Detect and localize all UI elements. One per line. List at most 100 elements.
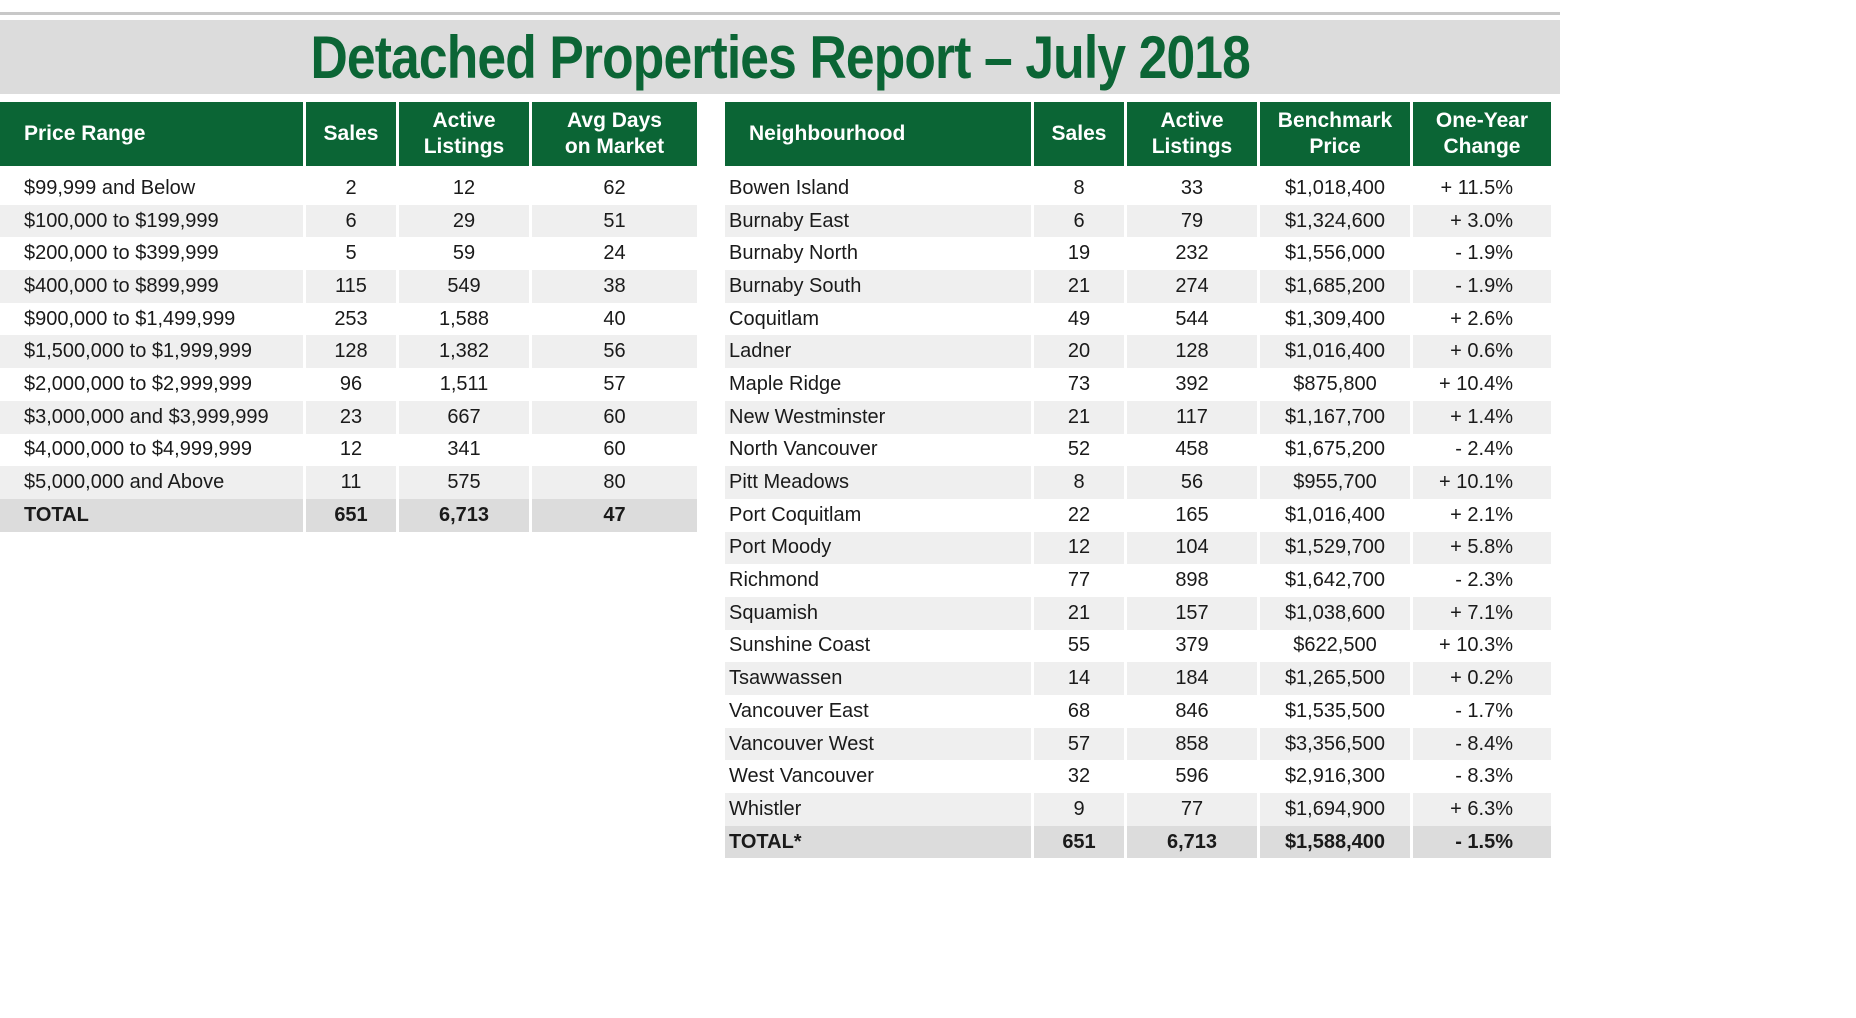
active-listings-cell: 379 [1175, 634, 1209, 657]
total-label: TOTAL [0, 498, 303, 532]
avg-days-cell: 60 [532, 400, 697, 434]
sales-cell: 9 [1034, 793, 1124, 826]
one-year-change-cell: - 8.3% [1455, 765, 1513, 788]
header-bench-line1: Benchmark [1277, 109, 1393, 132]
active-listings-cell: 846 [1175, 699, 1209, 722]
price-range-cell: $900,000 to $1,499,999 [24, 307, 236, 330]
table-row: $4,000,000 to $4,999,999 12 341 60 [0, 434, 697, 467]
neighbourhood-cell: North Vancouver [729, 438, 878, 461]
sales-cell: 12 [339, 438, 363, 461]
active-listings-cell: 77 [1127, 793, 1257, 826]
active-listings-cell: 29 [399, 204, 529, 238]
benchmark-price-cell: $1,642,700 [1284, 569, 1386, 592]
benchmark-price-cell: $1,529,700 [1260, 531, 1410, 565]
header-active-listings: Active Listings [399, 102, 529, 172]
sales-cell: 6 [1034, 204, 1124, 238]
one-year-change-cell: + 2.1% [1450, 503, 1513, 526]
benchmark-price-cell: $1,167,700 [1260, 400, 1410, 434]
sales-cell: 253 [334, 307, 368, 330]
total-row: TOTAL* 651 6,713 $1,588,400- 1.5% [725, 825, 1551, 859]
benchmark-price-cell: $1,675,200 [1284, 438, 1386, 461]
total-avg-days: 47 [532, 498, 697, 532]
table-row: Burnaby East 6 79 $1,324,600 + 3.0% [725, 204, 1551, 238]
price-range-cell: $2,000,000 to $2,999,999 [24, 372, 252, 395]
table-row: Whistler 9 77 $1,694,900 + 6.3% [725, 793, 1551, 826]
sales-cell: 23 [306, 400, 396, 434]
benchmark-price-cell: $1,265,500 [1260, 662, 1410, 695]
active-listings-cell: 59 [452, 242, 476, 265]
total-active-listings: 6,713 [399, 498, 529, 532]
header-change-line1: One-Year [1435, 109, 1529, 132]
header-change-line2: Change [1443, 135, 1521, 158]
active-listings-cell: 33 [1180, 176, 1204, 199]
neighbourhood-cell: Coquitlam [729, 307, 820, 330]
avg-days-cell: 40 [603, 307, 626, 330]
table-row: New Westminster 21 117 $1,167,700 + 1.4% [725, 400, 1551, 434]
neighbourhood-table-body: Bowen Island 8 33 $1,018,400 + 11.5% Burnaby … [725, 172, 1551, 859]
table-row: $3,000,000 and $3,999,999 23 667 60 [0, 400, 697, 434]
table-row: $100,000 to $199,999 6 29 51 [0, 204, 697, 238]
active-listings-cell: 667 [399, 400, 529, 434]
one-year-change-cell: + 11.5% [1440, 176, 1513, 199]
sales-cell: 5 [345, 242, 357, 265]
table-header-row: Neighbourhood Sales Active Listings Bench… [725, 102, 1551, 172]
header-price-range: Price Range [0, 102, 303, 172]
active-listings-cell: 1,588 [438, 307, 490, 330]
table-row: North Vancouver 52 458 $1,675,200 - 2.4% [725, 434, 1551, 467]
neighbourhood-cell: Ladner [725, 335, 1031, 369]
avg-days-cell: 38 [532, 270, 697, 303]
neighbourhood-cell: Burnaby North [729, 242, 858, 265]
neighbourhood-cell: Maple Ridge [729, 372, 842, 395]
benchmark-price-cell: $3,356,500 [1260, 727, 1410, 761]
price-range-cell: $200,000 to $399,999 [24, 242, 219, 265]
table-row: West Vancouver 32 596 $2,916,300 - 8.3% [725, 760, 1551, 793]
benchmark-price-cell: $1,685,200 [1260, 270, 1410, 303]
one-year-change-cell: + 3.0% [1413, 204, 1551, 238]
avg-days-cell: 57 [603, 372, 626, 395]
sales-cell: 21 [1034, 400, 1124, 434]
active-listings-cell: 232 [1175, 242, 1209, 265]
avg-days-cell: 56 [532, 335, 697, 369]
table-row: $900,000 to $1,499,999 253 1,588 40 [0, 303, 697, 336]
one-year-change-cell: + 10.3% [1439, 634, 1513, 657]
active-listings-cell: 549 [399, 270, 529, 303]
active-listings-cell: 12 [452, 176, 476, 199]
header-one-year-change: One-Year Change [1413, 102, 1551, 172]
table-row: $99,999 and Below 2 12 62 [0, 172, 697, 205]
price-range-cell: $100,000 to $199,999 [0, 204, 303, 238]
sales-cell: 57 [1034, 727, 1124, 761]
sales-cell: 68 [1067, 699, 1091, 722]
one-year-change-cell: + 7.1% [1413, 596, 1551, 630]
header-active-line1: Active [1160, 109, 1224, 132]
price-range-cell: $3,000,000 and $3,999,999 [0, 400, 303, 434]
active-listings-cell: 104 [1127, 531, 1257, 565]
sales-cell: 8 [1034, 466, 1124, 499]
sales-cell: 77 [1067, 569, 1091, 592]
one-year-change-cell: + 0.6% [1413, 335, 1551, 369]
neighbourhood-cell: Burnaby South [725, 270, 1031, 303]
header-sales: Sales [306, 102, 396, 172]
header-benchmark-price: Benchmark Price [1260, 102, 1410, 172]
benchmark-price-cell: $955,700 [1260, 466, 1410, 499]
table-row: Coquitlam 49 544 $1,309,400 + 2.6% [725, 303, 1551, 336]
one-year-change-cell: + 10.4% [1439, 372, 1513, 395]
table-row: Port Moody 12 104 $1,529,700 + 5.8% [725, 531, 1551, 565]
active-listings-cell: 56 [1127, 466, 1257, 499]
active-listings-cell: 858 [1127, 727, 1257, 761]
header-active-line1: Active [432, 109, 496, 132]
table-row: Tsawwassen 14 184 $1,265,500 + 0.2% [725, 662, 1551, 695]
sales-cell: 96 [339, 372, 363, 395]
avg-days-cell: 60 [603, 438, 626, 461]
sales-cell: 12 [1034, 531, 1124, 565]
neighbourhood-table: Neighbourhood Sales Active Listings Bench… [722, 102, 1554, 859]
total-active-listings: 6,713 [1127, 825, 1257, 859]
sales-cell: 21 [1034, 596, 1124, 630]
total-benchmark-price: $1,588,400 [1260, 825, 1410, 859]
table-row: Richmond 77 898 $1,642,700 - 2.3% [725, 564, 1551, 597]
neighbourhood-cell: Vancouver West [725, 727, 1031, 761]
total-sales: 651 [306, 498, 396, 532]
sales-cell: 73 [1067, 372, 1091, 395]
table-row: Vancouver East 68 846 $1,535,500 - 1.7% [725, 695, 1551, 728]
active-listings-cell: 544 [1175, 307, 1209, 330]
table-row: Maple Ridge 73 392 $875,800 + 10.4% [725, 368, 1551, 401]
